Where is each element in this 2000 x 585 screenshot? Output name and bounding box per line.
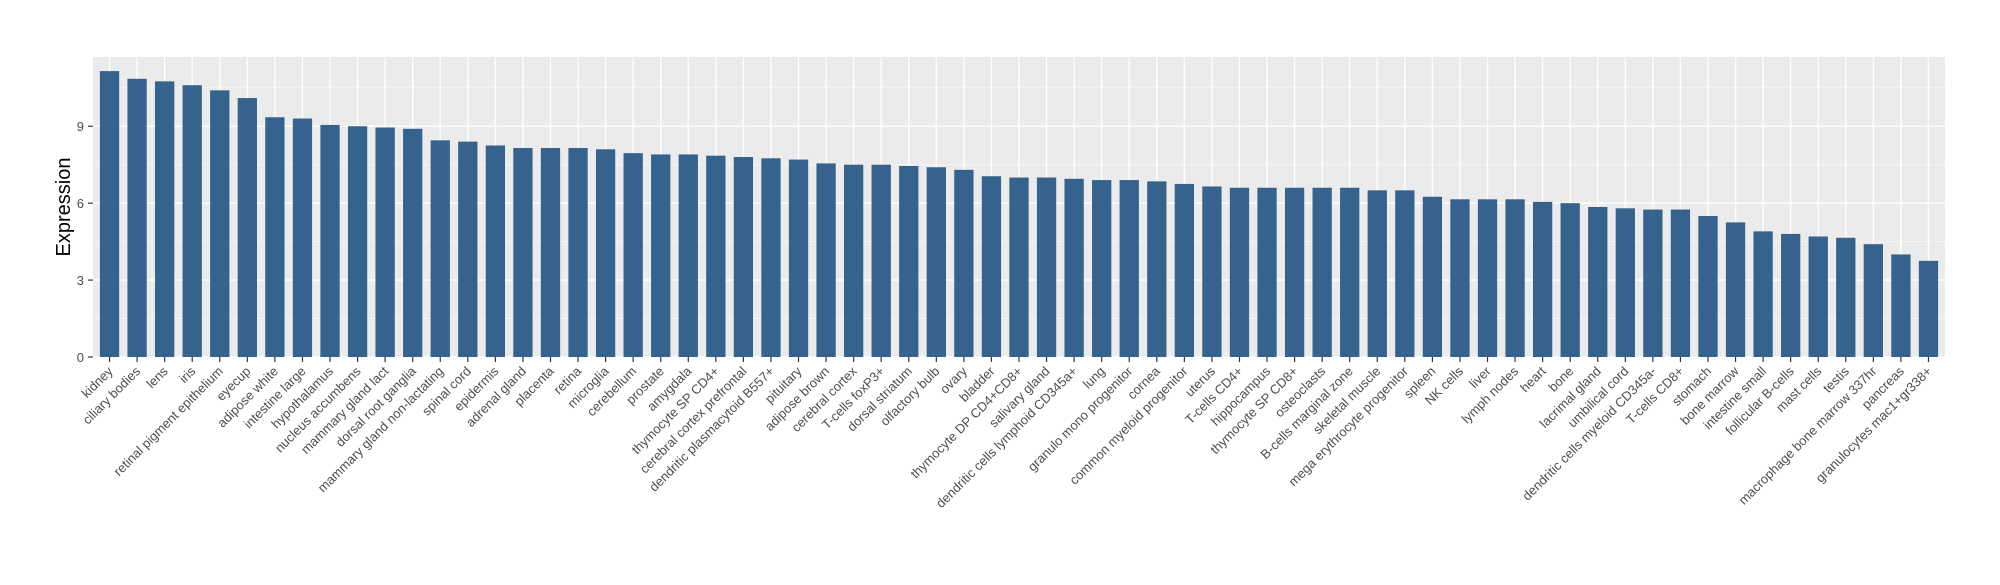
bar [1229, 187, 1250, 357]
bar [155, 81, 175, 357]
bar [981, 176, 1002, 357]
bar [1092, 180, 1112, 357]
bar [623, 153, 643, 357]
bar [1725, 222, 1746, 357]
bar [403, 128, 423, 357]
bar [513, 148, 533, 357]
bar [1808, 236, 1828, 357]
bar [458, 141, 478, 357]
bar [430, 140, 450, 357]
bar [347, 126, 368, 357]
bar [1643, 209, 1663, 357]
y-tick-label: 3 [77, 273, 84, 288]
bar [1036, 177, 1057, 357]
bar [1670, 209, 1691, 357]
bar [1891, 254, 1911, 357]
bar [899, 165, 919, 357]
bar [1450, 199, 1470, 357]
y-axis-label: Expression [53, 158, 75, 257]
bar [651, 154, 671, 357]
bar [1505, 199, 1525, 357]
bar [237, 98, 257, 358]
bar [1477, 199, 1498, 357]
bar [485, 145, 506, 357]
bar [182, 85, 202, 357]
bar [1753, 231, 1773, 357]
bar [733, 157, 754, 357]
bar [843, 164, 864, 357]
bar [1836, 237, 1856, 357]
bar [761, 158, 781, 357]
bar [788, 159, 809, 357]
bar [1367, 190, 1387, 357]
bar [678, 154, 698, 357]
bar [1009, 177, 1029, 357]
bar [127, 78, 147, 358]
bar [1340, 187, 1360, 357]
bar [1147, 181, 1167, 357]
bar [926, 167, 946, 357]
y-tick-label: 6 [77, 196, 84, 211]
x-tick-label: lens [143, 363, 171, 391]
bar [954, 169, 974, 357]
bar [816, 163, 836, 357]
bar [1422, 196, 1443, 357]
bar [871, 164, 891, 357]
bar [1202, 186, 1222, 357]
y-tick-label: 9 [77, 119, 84, 134]
bar [1588, 207, 1608, 357]
x-tick-label: heart [1517, 363, 1549, 395]
bar [265, 117, 285, 357]
bar [1863, 244, 1883, 357]
bar [210, 90, 230, 357]
bar [568, 148, 588, 357]
bar [99, 71, 120, 357]
bar [1532, 201, 1553, 357]
bar [540, 148, 561, 357]
bar [1560, 203, 1580, 357]
bar [375, 127, 395, 357]
bar [320, 124, 340, 357]
bar [1064, 178, 1084, 357]
bar [706, 155, 726, 357]
bar [1174, 183, 1195, 357]
bar [1284, 187, 1305, 357]
bar [1698, 215, 1718, 357]
bar [1312, 187, 1332, 357]
bar [1918, 260, 1939, 357]
bar [1395, 190, 1415, 357]
y-tick-label: 0 [77, 350, 84, 365]
bar [1119, 180, 1139, 357]
y-axis: 0 3 6 9 [77, 119, 93, 365]
bar [595, 149, 616, 357]
bar [1615, 208, 1635, 357]
bar [1781, 233, 1801, 357]
bar [1257, 187, 1277, 357]
bars [99, 71, 1939, 358]
bar [292, 118, 313, 358]
